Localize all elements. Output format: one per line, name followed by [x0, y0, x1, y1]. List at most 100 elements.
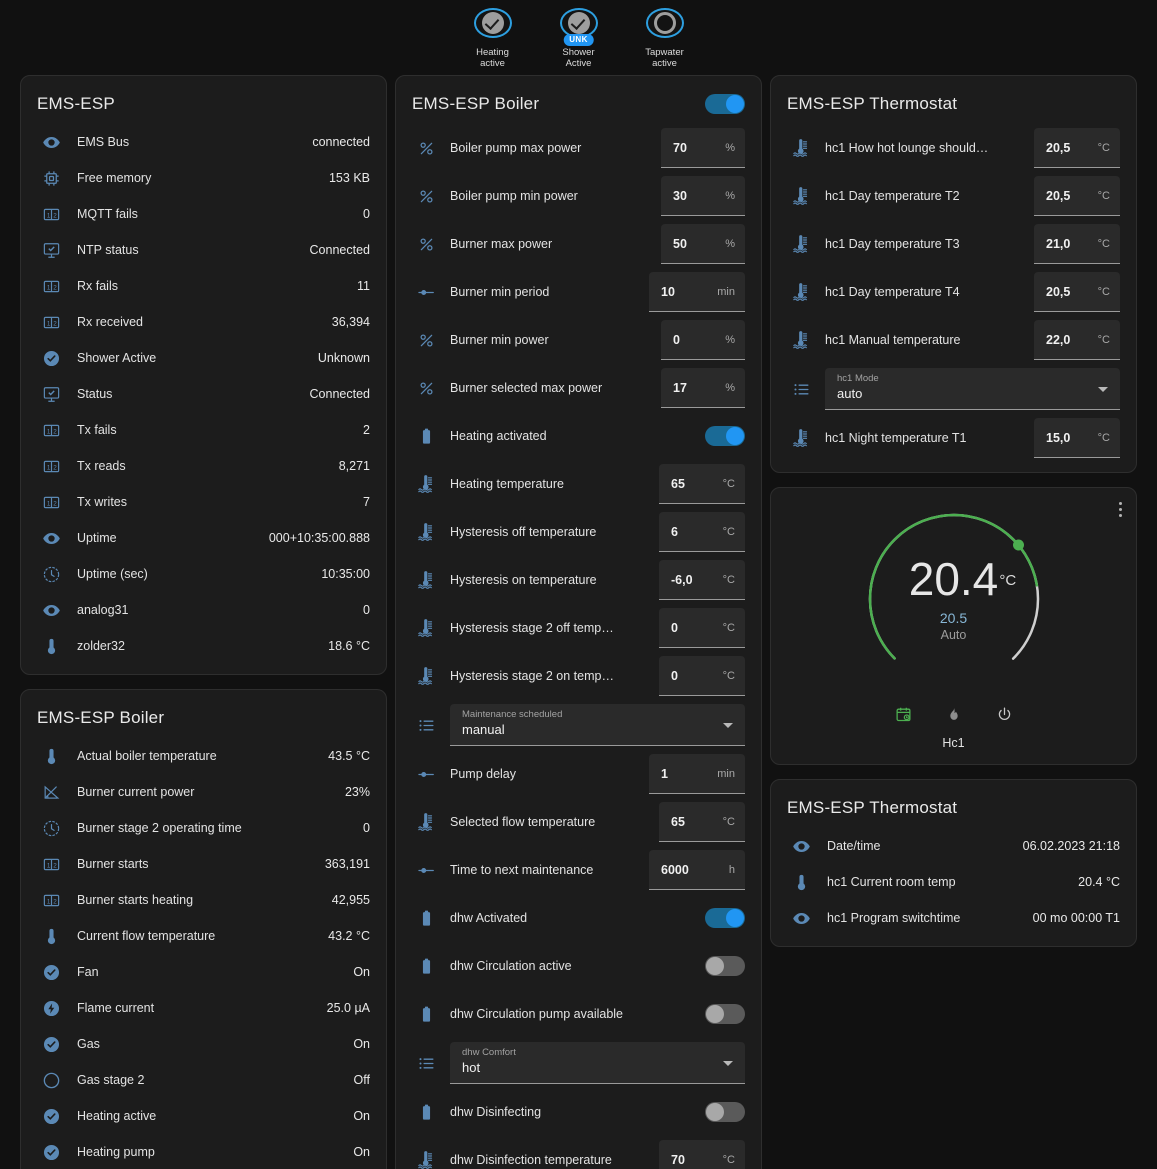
control-row: Selected flow temperature 65 °C — [412, 798, 745, 846]
number-input[interactable]: 70% — [661, 128, 745, 168]
row-icon-slot — [412, 812, 440, 832]
number-input[interactable]: 20,5 °C — [1034, 176, 1120, 216]
row-icon-slot — [412, 235, 440, 254]
row-icon-slot — [37, 963, 65, 982]
info-row-label: Burner starts heating — [77, 893, 194, 907]
row-icon-slot — [787, 138, 815, 158]
number-input[interactable]: 65 °C — [659, 802, 745, 842]
temperature-dial[interactable]: 20.4 °C 20.5 Auto — [859, 504, 1049, 694]
chevron-down-icon[interactable] — [723, 1061, 733, 1066]
number-input[interactable]: 0 °C — [659, 608, 745, 648]
info-row-value: 20.4 °C — [1078, 875, 1120, 889]
number-input[interactable]: 50% — [661, 224, 745, 264]
card-title: EMS-ESP Thermostat — [787, 798, 958, 817]
unknown-chip: UNK — [563, 34, 594, 46]
number-input[interactable]: 30% — [661, 176, 745, 216]
row-icon-slot — [412, 1054, 440, 1073]
control-row: Burner max power 50% — [412, 220, 745, 268]
info-row: zolder32 18.6 °C — [37, 628, 370, 664]
number-input-unit: °C — [722, 621, 735, 634]
number-input[interactable]: 21,0 °C — [1034, 224, 1120, 264]
select-label: Maintenance scheduled — [462, 709, 563, 720]
info-row-value: 18.6 °C — [328, 639, 370, 653]
number-input[interactable]: 22,0 °C — [1034, 320, 1120, 360]
thermowater-icon — [416, 666, 436, 686]
card-boiler-status: EMS-ESP Boiler Actual boiler temperature… — [20, 689, 387, 1169]
toggle-switch[interactable] — [705, 1102, 745, 1122]
status-badge-label: Tapwater active — [645, 47, 684, 69]
select-label: hc1 Mode — [837, 373, 879, 384]
status-badge-tapwater-active[interactable]: Tapwater active — [626, 8, 704, 69]
number-input[interactable]: 20,5 °C — [1034, 272, 1120, 312]
number-input[interactable]: 20,5 °C — [1034, 128, 1120, 168]
desktop-check-icon — [42, 385, 61, 404]
info-row-label: Burner current power — [77, 785, 195, 799]
number-input[interactable]: 6000 h — [649, 850, 745, 890]
control-row-label: Hysteresis off temperature — [450, 525, 597, 539]
dropdown-select[interactable]: dhw Comfort hot — [450, 1042, 745, 1084]
control-row: Hysteresis off temperature 6 °C — [412, 508, 745, 556]
number-input[interactable]: 0% — [661, 320, 745, 360]
info-row-label: Uptime — [77, 531, 117, 545]
boiler-master-toggle[interactable] — [705, 94, 745, 114]
number-input-value: 30 — [673, 188, 687, 203]
toggle-switch[interactable] — [705, 956, 745, 976]
info-row-value: Connected — [309, 243, 370, 257]
info-row: Uptime (sec) 10:35:00 — [37, 556, 370, 592]
control-row: Hysteresis stage 2 on temp… 0 °C — [412, 652, 745, 700]
card-title: EMS-ESP Boiler — [37, 708, 165, 727]
info-row: Flame current 25.0 µA — [37, 990, 370, 1026]
number-input-unit: °C — [722, 477, 735, 490]
info-row-value: On — [353, 1037, 370, 1051]
number-input-value: 17 — [673, 380, 687, 395]
power-icon[interactable] — [996, 706, 1013, 728]
chevron-down-icon[interactable] — [723, 723, 733, 728]
info-row-label: hc1 Current room temp — [827, 875, 956, 889]
toggle-switch[interactable] — [705, 1004, 745, 1024]
number-input[interactable]: 70 °C — [659, 1140, 745, 1169]
svg-text:1: 1 — [46, 464, 50, 471]
percent-icon — [417, 331, 436, 350]
kebab-menu-icon[interactable] — [1119, 502, 1122, 517]
row-icon-slot — [37, 637, 65, 656]
info-row-label: Gas — [77, 1037, 100, 1051]
number-input[interactable]: -6,0 °C — [659, 560, 745, 600]
thermowater-icon — [791, 138, 811, 158]
control-row: hc1 Night temperature T1 15,0 °C — [787, 414, 1120, 462]
flame-icon[interactable] — [946, 706, 962, 728]
control-row: hc1 Manual temperature 22,0 °C — [787, 316, 1120, 364]
chevron-down-icon[interactable] — [1098, 387, 1108, 392]
number-input[interactable]: 1 min — [649, 754, 745, 794]
svg-text:1: 1 — [46, 320, 50, 327]
number-input[interactable]: 6 °C — [659, 512, 745, 552]
memory-icon — [42, 169, 61, 188]
status-badge-shower-active[interactable]: UNK Shower Active — [540, 8, 618, 69]
toggle-switch[interactable] — [705, 908, 745, 928]
info-row-value: 0 — [363, 603, 370, 617]
list-icon — [417, 716, 436, 735]
number-input[interactable]: 17% — [661, 368, 745, 408]
dropdown-select[interactable]: hc1 Mode auto — [825, 368, 1120, 410]
toggle-switch[interactable] — [705, 426, 745, 446]
calendar-clock-icon[interactable] — [895, 706, 912, 728]
info-row-label: Status — [77, 387, 113, 401]
number-input[interactable]: 0 °C — [659, 656, 745, 696]
status-badge-heating-active[interactable]: Heating active — [454, 8, 532, 69]
flash-circle-icon — [42, 999, 61, 1018]
number-input[interactable]: 15,0 °C — [1034, 418, 1120, 458]
svg-text:2: 2 — [53, 464, 57, 471]
number-input-unit: °C — [1097, 431, 1110, 444]
info-row-value: 43.5 °C — [328, 749, 370, 763]
info-row-label: Uptime (sec) — [77, 567, 148, 581]
dropdown-select[interactable]: Maintenance scheduled manual — [450, 704, 745, 746]
dial-circuit-name: Hc1 — [942, 736, 965, 750]
control-row: Hysteresis on temperature -6,0 °C — [412, 556, 745, 604]
number-input[interactable]: 10 min — [649, 272, 745, 312]
control-row: dhw Disinfecting — [412, 1088, 745, 1136]
control-row-label: hc1 Day temperature T3 — [825, 237, 960, 251]
row-icon-slot — [37, 529, 65, 548]
number-input[interactable]: 65 °C — [659, 464, 745, 504]
